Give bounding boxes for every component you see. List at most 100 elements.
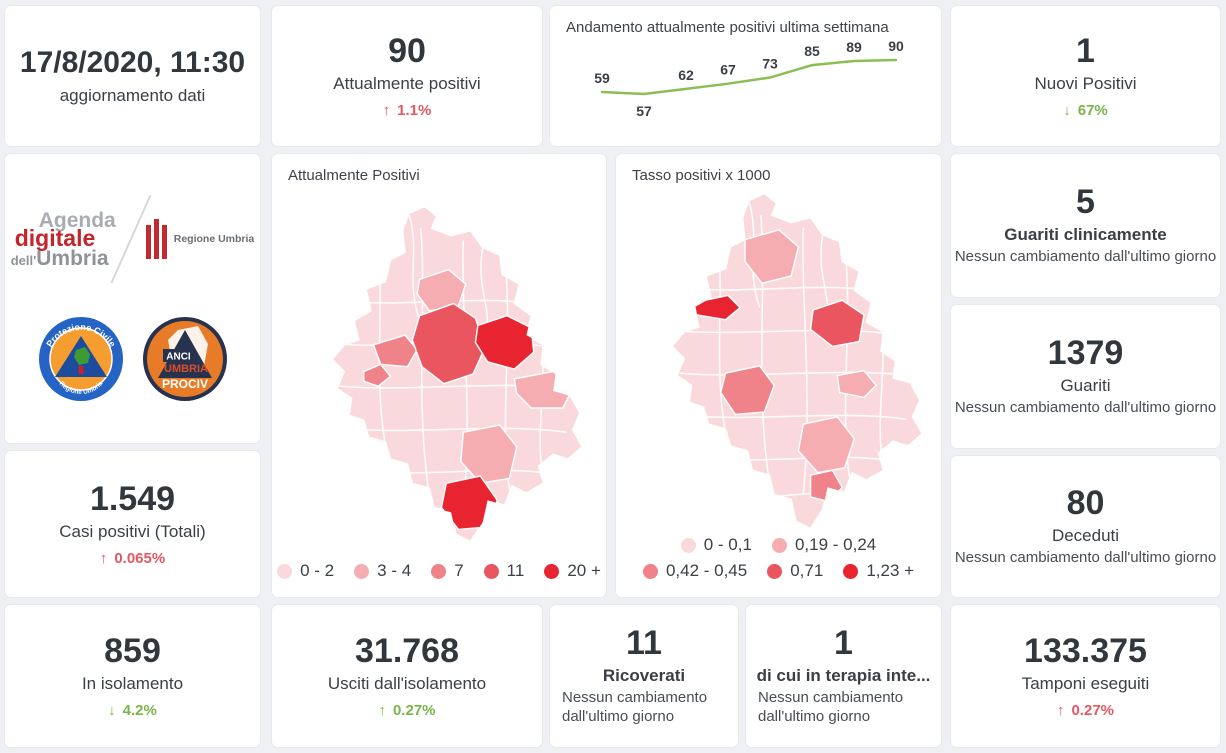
update-date-card: 17/8/2020, 11:30 aggiornamento dati <box>4 5 261 147</box>
legend-item: 7 <box>431 561 464 581</box>
deceduti-card: 80 Deceduti Nessun cambiamento dall'ulti… <box>950 455 1221 598</box>
legend-dot-icon <box>277 563 293 579</box>
casi-positivi-card: 1.549 Casi positivi (Totali) ↑ 0.065% <box>4 450 261 598</box>
legend-label: 11 <box>506 561 525 580</box>
legend-dot-icon <box>771 537 787 553</box>
legend-label: 0 - 0,1 <box>703 535 752 554</box>
tamponi-value: 133.375 <box>1024 631 1147 670</box>
terapia-intensiva-card: 1 di cui in terapia inte... Nessun cambi… <box>745 604 942 748</box>
in-isolamento-trend: ↓ 4.2% <box>108 702 157 719</box>
usciti-isolamento-trend: ↑ 0.27% <box>378 702 435 719</box>
terapia-intensiva-value: 1 <box>834 624 853 663</box>
legend-label: 0,19 - 0,24 <box>794 535 877 554</box>
data-point-label: 73 <box>762 56 778 72</box>
tamponi-trend: ↑ 0.27% <box>1057 702 1114 719</box>
in-isolamento-label: In isolamento <box>81 674 184 694</box>
map1-title: Attualmente Positivi <box>288 167 420 184</box>
update-date: 17/8/2020, 11:30 <box>19 46 246 79</box>
legend-label: 0,71 <box>790 561 824 580</box>
map2-legend: 0 - 0,1 0,19 - 0,24 0,42 - 0,45 0,71 1,23 + <box>620 535 938 581</box>
logos-card: Agenda digitale dell'Umbria Regione Umbr… <box>4 153 261 444</box>
svg-text:ANCI: ANCI <box>166 352 191 363</box>
trend-up-arrow-icon: ↑ <box>382 102 391 120</box>
deceduti-value: 80 <box>1066 483 1105 522</box>
legend-label: 0,42 - 0,45 <box>665 561 748 580</box>
trend-sparkline-chart[interactable]: 59 57 62 67 73 85 89 90 <box>550 30 941 146</box>
digitale-word: digitale <box>14 224 96 251</box>
guariti-clinicamente-card: 5 Guariti clinicamente Nessun cambiament… <box>950 153 1221 298</box>
guariti-clinicamente-label: Guariti clinicamente <box>1004 225 1167 245</box>
attualmente-positivi-value: 90 <box>388 31 426 70</box>
usciti-isolamento-card: 31.768 Usciti dall'isolamento ↑ 0.27% <box>271 604 543 748</box>
trend-value: 4.2% <box>122 702 157 720</box>
trend-value: 1.1% <box>397 102 432 120</box>
data-point-label: 90 <box>888 38 904 54</box>
data-point-label: 57 <box>636 103 652 119</box>
ricoverati-note: Nessun cambiamento dall'ultimo giorno <box>562 689 708 726</box>
legend-item: 0,42 - 0,45 <box>642 561 748 581</box>
legend-item: 0,71 <box>767 561 823 581</box>
map-tasso-positivi-card: Tasso positivi x 1000 <box>615 153 942 598</box>
nuovi-positivi-label: Nuovi Positivi <box>1034 74 1137 94</box>
data-point-label: 62 <box>678 67 694 83</box>
trend-chart-title: Andamento attualmente positivi ultima se… <box>566 19 889 36</box>
data-point-label: 89 <box>846 39 862 55</box>
regione-umbria-logo: Regione Umbria <box>145 219 255 259</box>
legend-dot-icon <box>544 563 560 579</box>
legend-dot-icon <box>767 563 783 579</box>
guariti-value: 1379 <box>1047 333 1124 372</box>
legend-item: 3 - 4 <box>354 561 411 581</box>
guariti-card: 1379 Guariti Nessun cambiamento dall'ult… <box>950 304 1221 449</box>
guariti-clinicamente-note: Nessun cambiamento dall'ultimo giorno <box>954 248 1217 266</box>
in-isolamento-card: 859 In isolamento ↓ 4.2% <box>4 604 261 748</box>
usciti-isolamento-label: Usciti dall'isolamento <box>327 674 487 694</box>
protezione-civile-logo: Protezione Civile Regione Umbria <box>38 317 123 401</box>
highlighted-municipalities[interactable] <box>362 268 574 530</box>
trend-chart-card: Andamento attualmente positivi ultima se… <box>549 5 942 147</box>
umbria-choropleth-attualmente-positivi[interactable] <box>293 204 585 544</box>
legend-label: 0 - 2 <box>300 561 335 580</box>
casi-positivi-label: Casi positivi (Totali) <box>59 522 206 542</box>
casi-positivi-trend: ↑ 0.065% <box>100 550 165 567</box>
map2-title: Tasso positivi x 1000 <box>632 167 771 184</box>
legend-dot-icon <box>843 563 859 579</box>
attualmente-positivi-trend: ↑ 1.1% <box>383 102 432 119</box>
ricoverati-label: Ricoverati <box>602 666 686 686</box>
data-point-label: 59 <box>594 70 610 86</box>
legend-item: 20 + <box>544 561 601 581</box>
regione-umbria-text: Regione Umbria <box>173 233 255 245</box>
map1-legend: 0 - 2 3 - 4 7 11 20 + <box>277 561 601 581</box>
legend-dot-icon <box>680 537 696 553</box>
terapia-intensiva-label: di cui in terapia inte... <box>756 666 931 686</box>
deceduti-note: Nessun cambiamento dall'ultimo giorno <box>954 549 1217 567</box>
guariti-label: Guariti <box>1060 376 1111 396</box>
agenda-digitale-logo: Agenda digitale dell'Umbria <box>11 210 116 269</box>
map-attualmente-positivi-card: Attualmente Positivi <box>271 153 607 598</box>
legend-item: 0 - 0,1 <box>680 535 752 555</box>
trend-up-arrow-icon: ↑ <box>378 702 386 720</box>
umbria-choropleth-tasso-positivi[interactable] <box>633 191 925 531</box>
regione-umbria-bars-icon <box>145 219 167 259</box>
trend-down-arrow-icon: ↓ <box>108 702 116 720</box>
ricoverati-card: 11 Ricoverati Nessun cambiamento dall'ul… <box>549 604 739 748</box>
dellumbria-word: dell'Umbria <box>10 246 109 270</box>
trend-value: 0.065% <box>114 550 166 568</box>
legend-dot-icon <box>483 563 499 579</box>
legend-label: 7 <box>454 561 464 580</box>
in-isolamento-value: 859 <box>104 631 161 670</box>
deceduti-label: Deceduti <box>1051 526 1120 546</box>
legend-dot-icon <box>354 563 370 579</box>
guariti-note: Nessun cambiamento dall'ultimo giorno <box>954 399 1217 417</box>
legend-label: 20 + <box>567 561 601 580</box>
attualmente-positivi-label: Attualmente positivi <box>333 74 481 94</box>
data-point-label: 85 <box>804 43 820 59</box>
tamponi-card: 133.375 Tamponi eseguiti ↑ 0.27% <box>950 604 1221 748</box>
anci-prociv-logo: ANCI UMBRIA PROCIV <box>142 317 227 401</box>
legend-dot-icon <box>431 563 447 579</box>
ricoverati-value: 11 <box>626 624 662 663</box>
trend-value: 0.27% <box>1071 702 1115 720</box>
legend-item: 11 <box>483 561 525 581</box>
nuovi-positivi-value: 1 <box>1076 31 1095 70</box>
trend-down-arrow-icon: ↓ <box>1063 102 1071 120</box>
legend-item: 0 - 2 <box>277 561 334 581</box>
